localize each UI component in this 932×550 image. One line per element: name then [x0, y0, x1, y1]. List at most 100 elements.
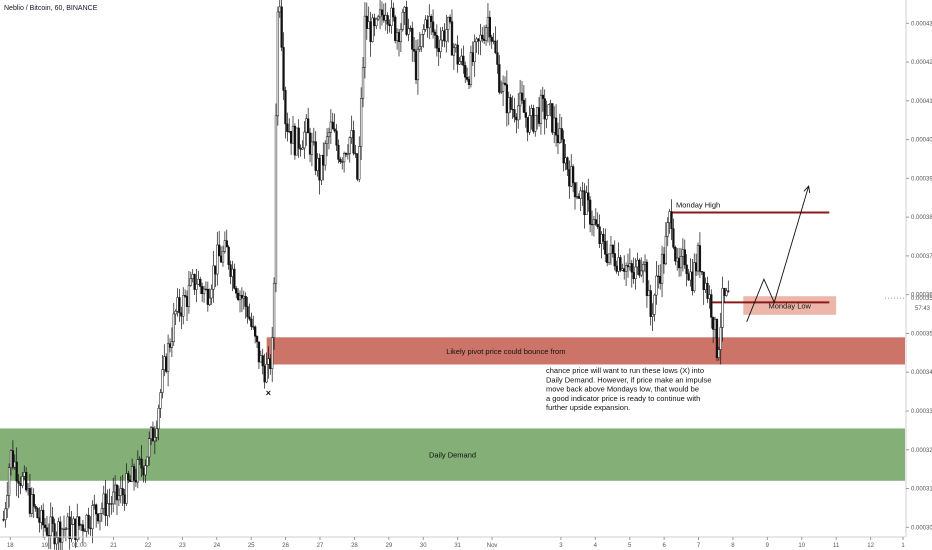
candle: [492, 32, 495, 45]
candle: [55, 531, 58, 550]
candle-body: [456, 44, 459, 65]
candle: [263, 353, 266, 389]
candle: [40, 505, 43, 530]
candle-body: [187, 285, 191, 307]
candle-body: [624, 265, 628, 272]
candle: [384, 2, 387, 31]
candle-body: [694, 262, 698, 272]
candle-body: [297, 127, 300, 149]
candle-body: [129, 479, 132, 482]
candle-body: [401, 11, 404, 30]
candle-body: [68, 516, 71, 540]
candle-body: [556, 134, 560, 143]
candle: [210, 284, 213, 305]
candle: [261, 348, 264, 375]
candle: [325, 128, 329, 157]
candle-body: [554, 117, 558, 136]
candle-body: [38, 517, 41, 523]
candle: [168, 338, 172, 353]
candle: [202, 285, 206, 303]
candle-body: [176, 297, 179, 312]
candle-body: [534, 115, 537, 132]
candle: [638, 258, 641, 279]
candle: [100, 502, 104, 522]
candle-body: [679, 256, 683, 269]
candle-body: [295, 127, 298, 156]
candle-body: [443, 30, 446, 42]
candle: [308, 127, 312, 163]
candle: [165, 353, 168, 374]
zone-1: [266, 337, 905, 365]
candle: [276, 6, 280, 126]
candle: [354, 144, 357, 158]
candle: [380, 1, 384, 26]
candle-body: [55, 537, 58, 545]
candle: [38, 507, 41, 533]
candle: [676, 247, 679, 271]
candle-body: [441, 30, 444, 41]
candle: [426, 15, 429, 38]
candle: [498, 55, 501, 95]
candle-body: [199, 278, 202, 287]
candle-body: [136, 459, 139, 483]
candle-body: [250, 318, 253, 327]
candle: [465, 67, 469, 82]
candle: [303, 121, 306, 159]
x-tick-label: 23: [179, 543, 186, 549]
candle: [660, 245, 664, 298]
zone-label-1: Likely pivot price could bounce from: [446, 347, 565, 356]
candle-body: [704, 282, 707, 290]
candle-body: [161, 369, 164, 393]
candle-body: [486, 16, 490, 28]
candle: [83, 528, 86, 532]
candle: [448, 14, 452, 24]
candle-body: [98, 513, 102, 522]
chart-title: Neblio / Bitcoin, 60, BINANCE: [4, 5, 98, 12]
candle-body: [386, 15, 389, 25]
candle-body: [715, 319, 719, 358]
candle: [520, 81, 524, 104]
candle: [592, 215, 596, 237]
candle-body: [225, 240, 228, 248]
candle-body: [414, 50, 418, 81]
candle-body: [45, 527, 49, 536]
candle: [72, 516, 75, 526]
candle-body: [32, 494, 35, 507]
candle-body: [265, 363, 268, 383]
candle-body: [394, 16, 397, 41]
candle: [431, 9, 435, 39]
candle-body: [257, 341, 261, 363]
candle-body: [288, 131, 291, 133]
candle: [121, 474, 124, 506]
candle-body: [407, 28, 410, 35]
candle: [602, 227, 605, 250]
candle: [687, 268, 690, 282]
candle-body: [590, 224, 594, 226]
candle: [570, 154, 573, 188]
candle-body: [282, 47, 285, 91]
candle-body: [471, 52, 474, 62]
candle-body: [49, 516, 52, 537]
candle: [621, 263, 624, 272]
candle-body: [36, 508, 39, 519]
candle: [286, 112, 289, 142]
candle: [110, 495, 113, 515]
candle: [43, 518, 47, 532]
candle: [424, 15, 427, 32]
candle: [359, 87, 363, 160]
candle-body: [77, 516, 81, 526]
candle-body: [15, 461, 18, 482]
x-tick-label: 31: [454, 543, 461, 549]
candle: [132, 463, 136, 491]
candle: [556, 122, 560, 155]
candle: [715, 318, 719, 361]
candle: [575, 181, 579, 200]
x-tick-label: 3: [559, 543, 563, 549]
candle: [223, 231, 227, 254]
candle-body: [503, 82, 507, 85]
candle-body: [115, 484, 119, 501]
candle-body: [426, 19, 429, 29]
candle: [693, 253, 696, 293]
candle-body: [327, 132, 331, 138]
